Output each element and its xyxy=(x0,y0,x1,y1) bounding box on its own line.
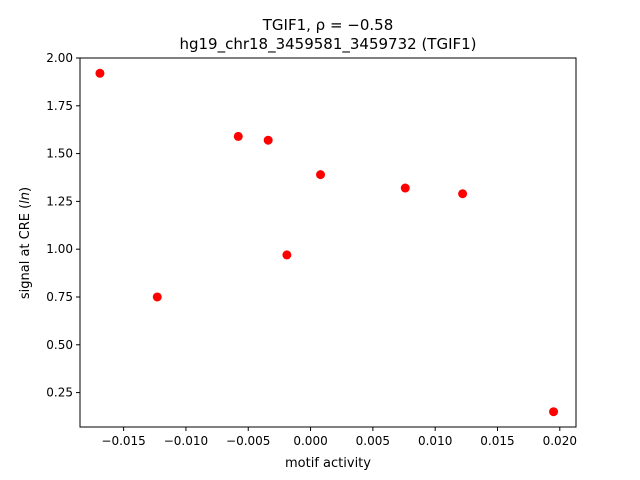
y-axis-label: signal at CRE (ln) xyxy=(18,187,33,299)
x-tick-label: −0.015 xyxy=(101,434,145,448)
scatter-point xyxy=(152,292,162,302)
chart-title-line1: TGIF1, ρ = −0.58 xyxy=(262,16,394,34)
y-axis-label-tail: ) xyxy=(18,187,33,192)
scatter-point xyxy=(282,250,292,260)
scatter-point xyxy=(233,131,243,141)
scatter-point xyxy=(400,183,410,193)
y-tick-label: 2.00 xyxy=(46,51,73,65)
ticks-layer: −0.015 −0.010 −0.005 0.000 0.005 0.010 0.015 0.… xyxy=(46,51,577,448)
x-tick-label: 0.010 xyxy=(418,434,452,448)
y-tick-label: 1.25 xyxy=(46,194,73,208)
y-tick-label: 0.50 xyxy=(46,338,73,352)
x-tick-label: 0.005 xyxy=(356,434,390,448)
x-tick-label: 0.000 xyxy=(293,434,327,448)
y-tick-label: 1.50 xyxy=(46,147,73,161)
x-tick-label: 0.015 xyxy=(480,434,514,448)
plot-frame xyxy=(79,57,577,428)
x-tick-label: −0.005 xyxy=(226,434,270,448)
scatter-point xyxy=(549,407,559,417)
scatter-point xyxy=(95,68,105,78)
x-axis-label: motif activity xyxy=(285,456,371,471)
y-axis-label-italic: ln xyxy=(18,192,33,204)
points-layer xyxy=(95,68,559,417)
x-tick-label: 0.020 xyxy=(543,434,577,448)
scatter-point xyxy=(458,189,468,199)
y-axis-label-text: signal at CRE ( xyxy=(18,204,33,299)
x-tick-label: −0.010 xyxy=(164,434,208,448)
y-tick-label: 0.75 xyxy=(46,290,73,304)
chart-title-line2: hg19_chr18_3459581_3459732 (TGIF1) xyxy=(179,35,476,54)
y-tick-label: 1.00 xyxy=(46,242,73,256)
scatter-point xyxy=(263,135,273,145)
y-tick-label: 0.25 xyxy=(46,386,73,400)
y-tick-label: 1.75 xyxy=(46,99,73,113)
scatter-point xyxy=(316,170,326,180)
